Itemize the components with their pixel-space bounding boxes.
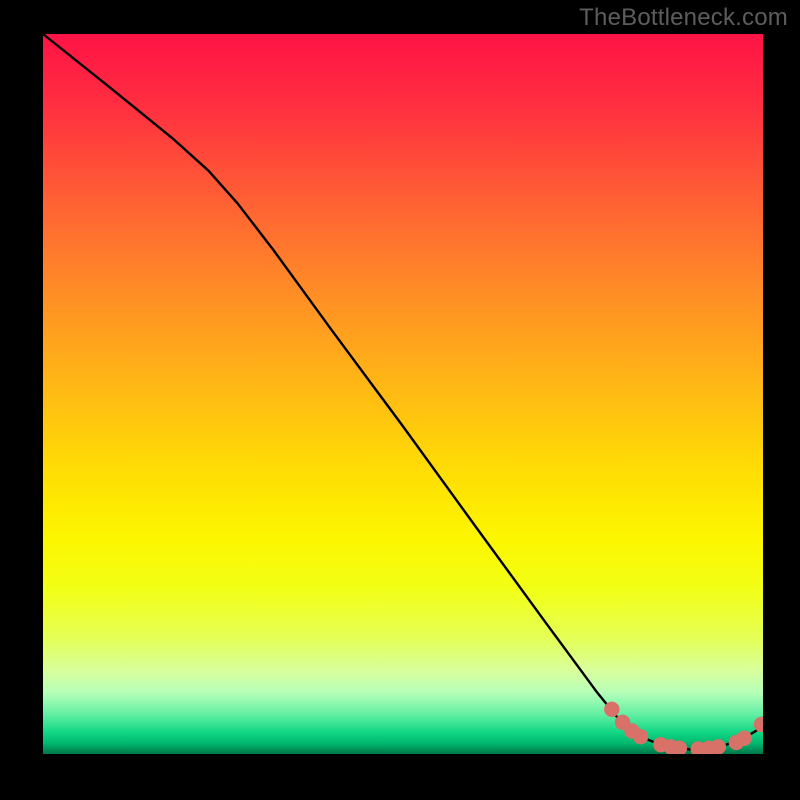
- curve-marker: [711, 740, 725, 754]
- curve-marker: [737, 731, 751, 745]
- curve-marker: [605, 702, 619, 716]
- curve-marker: [672, 741, 686, 755]
- curve-marker: [754, 717, 768, 731]
- curve-marker: [633, 730, 647, 744]
- gradient-background: [43, 34, 763, 754]
- bottleneck-chart: [0, 0, 800, 800]
- chart-frame: TheBottleneck.com: [0, 0, 800, 800]
